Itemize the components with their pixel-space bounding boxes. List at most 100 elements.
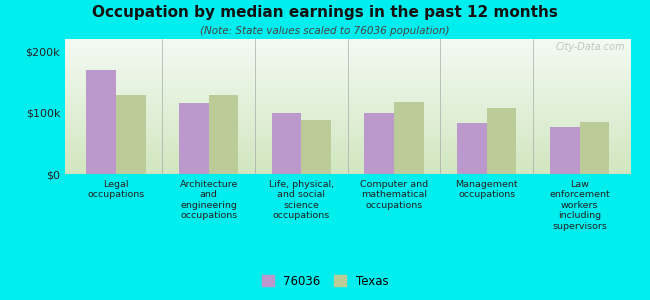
Text: Law
enforcement
workers
including
supervisors: Law enforcement workers including superv… bbox=[549, 180, 610, 231]
Bar bbox=[65, 167, 630, 169]
Bar bbox=[65, 54, 630, 55]
Bar bbox=[65, 157, 630, 158]
Bar bbox=[65, 71, 630, 73]
Bar bbox=[487, 108, 517, 174]
Text: Computer and
mathematical
occupations: Computer and mathematical occupations bbox=[360, 180, 428, 210]
Bar bbox=[65, 62, 630, 63]
Text: Management
occupations: Management occupations bbox=[456, 180, 518, 200]
Bar bbox=[65, 66, 630, 68]
Bar bbox=[116, 95, 146, 174]
Bar bbox=[65, 110, 630, 112]
Bar bbox=[65, 94, 630, 96]
Bar bbox=[65, 159, 630, 160]
Bar bbox=[209, 95, 239, 174]
Bar bbox=[65, 105, 630, 106]
Bar bbox=[65, 69, 630, 70]
Bar bbox=[65, 61, 630, 62]
Bar bbox=[550, 128, 580, 174]
Bar bbox=[65, 67, 630, 69]
Bar bbox=[65, 93, 630, 94]
Bar bbox=[65, 80, 630, 81]
Bar bbox=[65, 137, 630, 139]
Bar bbox=[65, 108, 630, 109]
Bar bbox=[65, 118, 630, 120]
Bar bbox=[65, 42, 630, 43]
Bar bbox=[65, 100, 630, 101]
Bar bbox=[65, 163, 630, 164]
Bar bbox=[65, 40, 630, 42]
Bar bbox=[65, 160, 630, 162]
Bar bbox=[365, 113, 394, 174]
Bar bbox=[65, 74, 630, 75]
Bar bbox=[65, 124, 630, 125]
Bar bbox=[65, 98, 630, 100]
Bar bbox=[65, 52, 630, 54]
Bar bbox=[302, 120, 331, 174]
Bar bbox=[65, 47, 630, 48]
Bar bbox=[179, 103, 209, 174]
Bar bbox=[65, 127, 630, 128]
Bar bbox=[65, 139, 630, 140]
Bar bbox=[65, 92, 630, 93]
Bar bbox=[65, 173, 630, 174]
Bar bbox=[65, 70, 630, 71]
Text: (Note: State values scaled to 76036 population): (Note: State values scaled to 76036 popu… bbox=[200, 26, 450, 35]
Bar bbox=[65, 146, 630, 147]
Text: Occupation by median earnings in the past 12 months: Occupation by median earnings in the pas… bbox=[92, 4, 558, 20]
Bar bbox=[65, 96, 630, 97]
Bar bbox=[65, 106, 630, 108]
Legend: 76036, Texas: 76036, Texas bbox=[258, 271, 392, 291]
Bar bbox=[65, 78, 630, 80]
Bar bbox=[65, 128, 630, 130]
Bar bbox=[65, 63, 630, 64]
Bar bbox=[65, 84, 630, 85]
Bar bbox=[65, 50, 630, 51]
Bar bbox=[65, 147, 630, 148]
Bar bbox=[65, 117, 630, 119]
Bar bbox=[65, 56, 630, 58]
Bar bbox=[65, 64, 630, 66]
Bar bbox=[580, 122, 609, 174]
Bar bbox=[65, 136, 630, 137]
Bar bbox=[65, 121, 630, 123]
Bar bbox=[65, 46, 630, 47]
Bar bbox=[457, 123, 487, 174]
Bar bbox=[65, 55, 630, 56]
Text: Legal
occupations: Legal occupations bbox=[87, 180, 144, 200]
Bar bbox=[65, 154, 630, 155]
Bar bbox=[65, 164, 630, 166]
Bar bbox=[65, 120, 630, 121]
Bar bbox=[65, 130, 630, 131]
Bar bbox=[65, 143, 630, 144]
Bar bbox=[65, 134, 630, 135]
Bar bbox=[65, 82, 630, 83]
Bar bbox=[65, 90, 630, 92]
Bar bbox=[394, 102, 424, 174]
Bar bbox=[65, 116, 630, 117]
Bar bbox=[65, 86, 630, 88]
Bar bbox=[65, 48, 630, 50]
Text: Architecture
and
engineering
occupations: Architecture and engineering occupations bbox=[179, 180, 238, 220]
Bar bbox=[65, 135, 630, 136]
Bar bbox=[65, 132, 630, 134]
Bar bbox=[65, 162, 630, 163]
Bar bbox=[65, 85, 630, 86]
Bar bbox=[65, 166, 630, 167]
Bar bbox=[65, 44, 630, 46]
Bar bbox=[65, 88, 630, 89]
Bar bbox=[65, 144, 630, 145]
Bar bbox=[86, 70, 116, 174]
Bar bbox=[65, 76, 630, 77]
Bar bbox=[65, 58, 630, 59]
Bar bbox=[65, 140, 630, 142]
Bar bbox=[65, 151, 630, 152]
Bar bbox=[65, 155, 630, 156]
Bar bbox=[65, 125, 630, 127]
Bar bbox=[65, 97, 630, 98]
Bar bbox=[272, 112, 302, 174]
Bar bbox=[65, 142, 630, 143]
Bar bbox=[65, 112, 630, 113]
Bar bbox=[65, 51, 630, 52]
Bar bbox=[65, 170, 630, 171]
Bar bbox=[65, 101, 630, 102]
